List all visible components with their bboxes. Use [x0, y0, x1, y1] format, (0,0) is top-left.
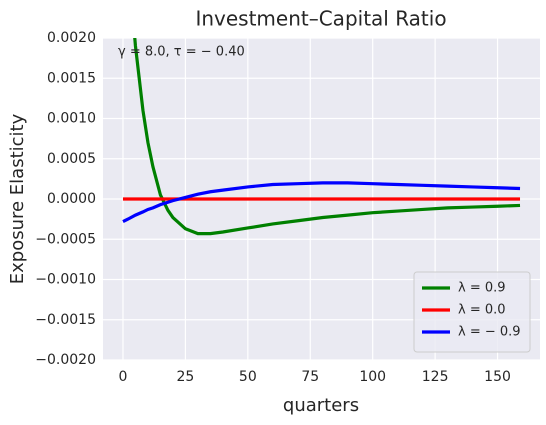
x-tick-label: 100 — [359, 369, 386, 385]
y-axis-label: Exposure Elasticity — [7, 113, 28, 284]
x-tick-label: 50 — [239, 369, 257, 385]
x-tick-label: 25 — [176, 369, 194, 385]
y-tick-label: 0.0000 — [47, 191, 96, 207]
x-tick-label: 0 — [119, 369, 128, 385]
y-tick-label: −0.0010 — [35, 272, 96, 288]
legend-label: λ = 0.0 — [458, 303, 506, 318]
x-axis-label: quarters — [283, 395, 359, 416]
y-tick-label: 0.0010 — [47, 111, 96, 127]
y-tick-label: −0.0005 — [35, 231, 96, 247]
x-tick-label: 125 — [422, 369, 449, 385]
legend-label: λ = − 0.9 — [458, 325, 521, 340]
x-tick-label: 75 — [301, 369, 319, 385]
y-tick-label: −0.0015 — [35, 312, 96, 328]
series-line — [133, 38, 521, 236]
series-line — [122, 181, 521, 223]
legend-label: λ = 0.9 — [458, 281, 506, 296]
y-tick-label: 0.0020 — [47, 30, 96, 46]
y-tick-label: 0.0005 — [47, 151, 96, 167]
chart-title: Investment–Capital Ratio — [195, 7, 446, 31]
x-tick-label: 150 — [484, 369, 511, 385]
y-tick-label: −0.0020 — [35, 352, 96, 368]
y-tick-label: 0.0015 — [47, 70, 96, 86]
annotation: γ = 8.0, τ = − 0.40 — [118, 45, 245, 60]
